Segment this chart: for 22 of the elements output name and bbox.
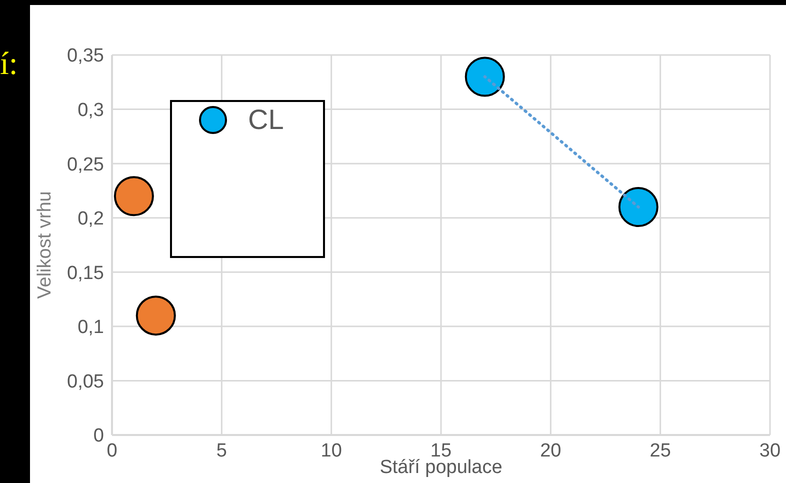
- y-tick-label: 0: [93, 426, 104, 447]
- y-tick-label: 0,15: [67, 262, 104, 284]
- text: í:: [0, 45, 18, 82]
- y-tick-label: 0,25: [67, 154, 104, 176]
- y-tick-label: 0,35: [67, 46, 104, 67]
- y-tick-label: 0,05: [67, 371, 104, 392]
- point: [114, 176, 154, 216]
- y-tick-label: 0,2: [78, 208, 104, 230]
- y-tick-label: 0,3: [78, 100, 104, 122]
- x-tick-label: 10: [320, 440, 342, 462]
- point: [464, 56, 505, 97]
- x-tick-label: 30: [759, 440, 781, 462]
- point: [136, 296, 176, 336]
- legend-label: CL: [248, 104, 284, 136]
- x-tick-label: 20: [540, 440, 562, 462]
- x-tick-label: 25: [650, 440, 671, 462]
- point: [618, 187, 658, 227]
- y-axis-title: Velikost vrhu: [34, 191, 56, 299]
- legend: CL: [170, 100, 325, 258]
- x-tick-label: 0: [106, 440, 118, 462]
- y-tick-label: 0,1: [78, 317, 104, 338]
- x-tick-label: 5: [216, 440, 227, 462]
